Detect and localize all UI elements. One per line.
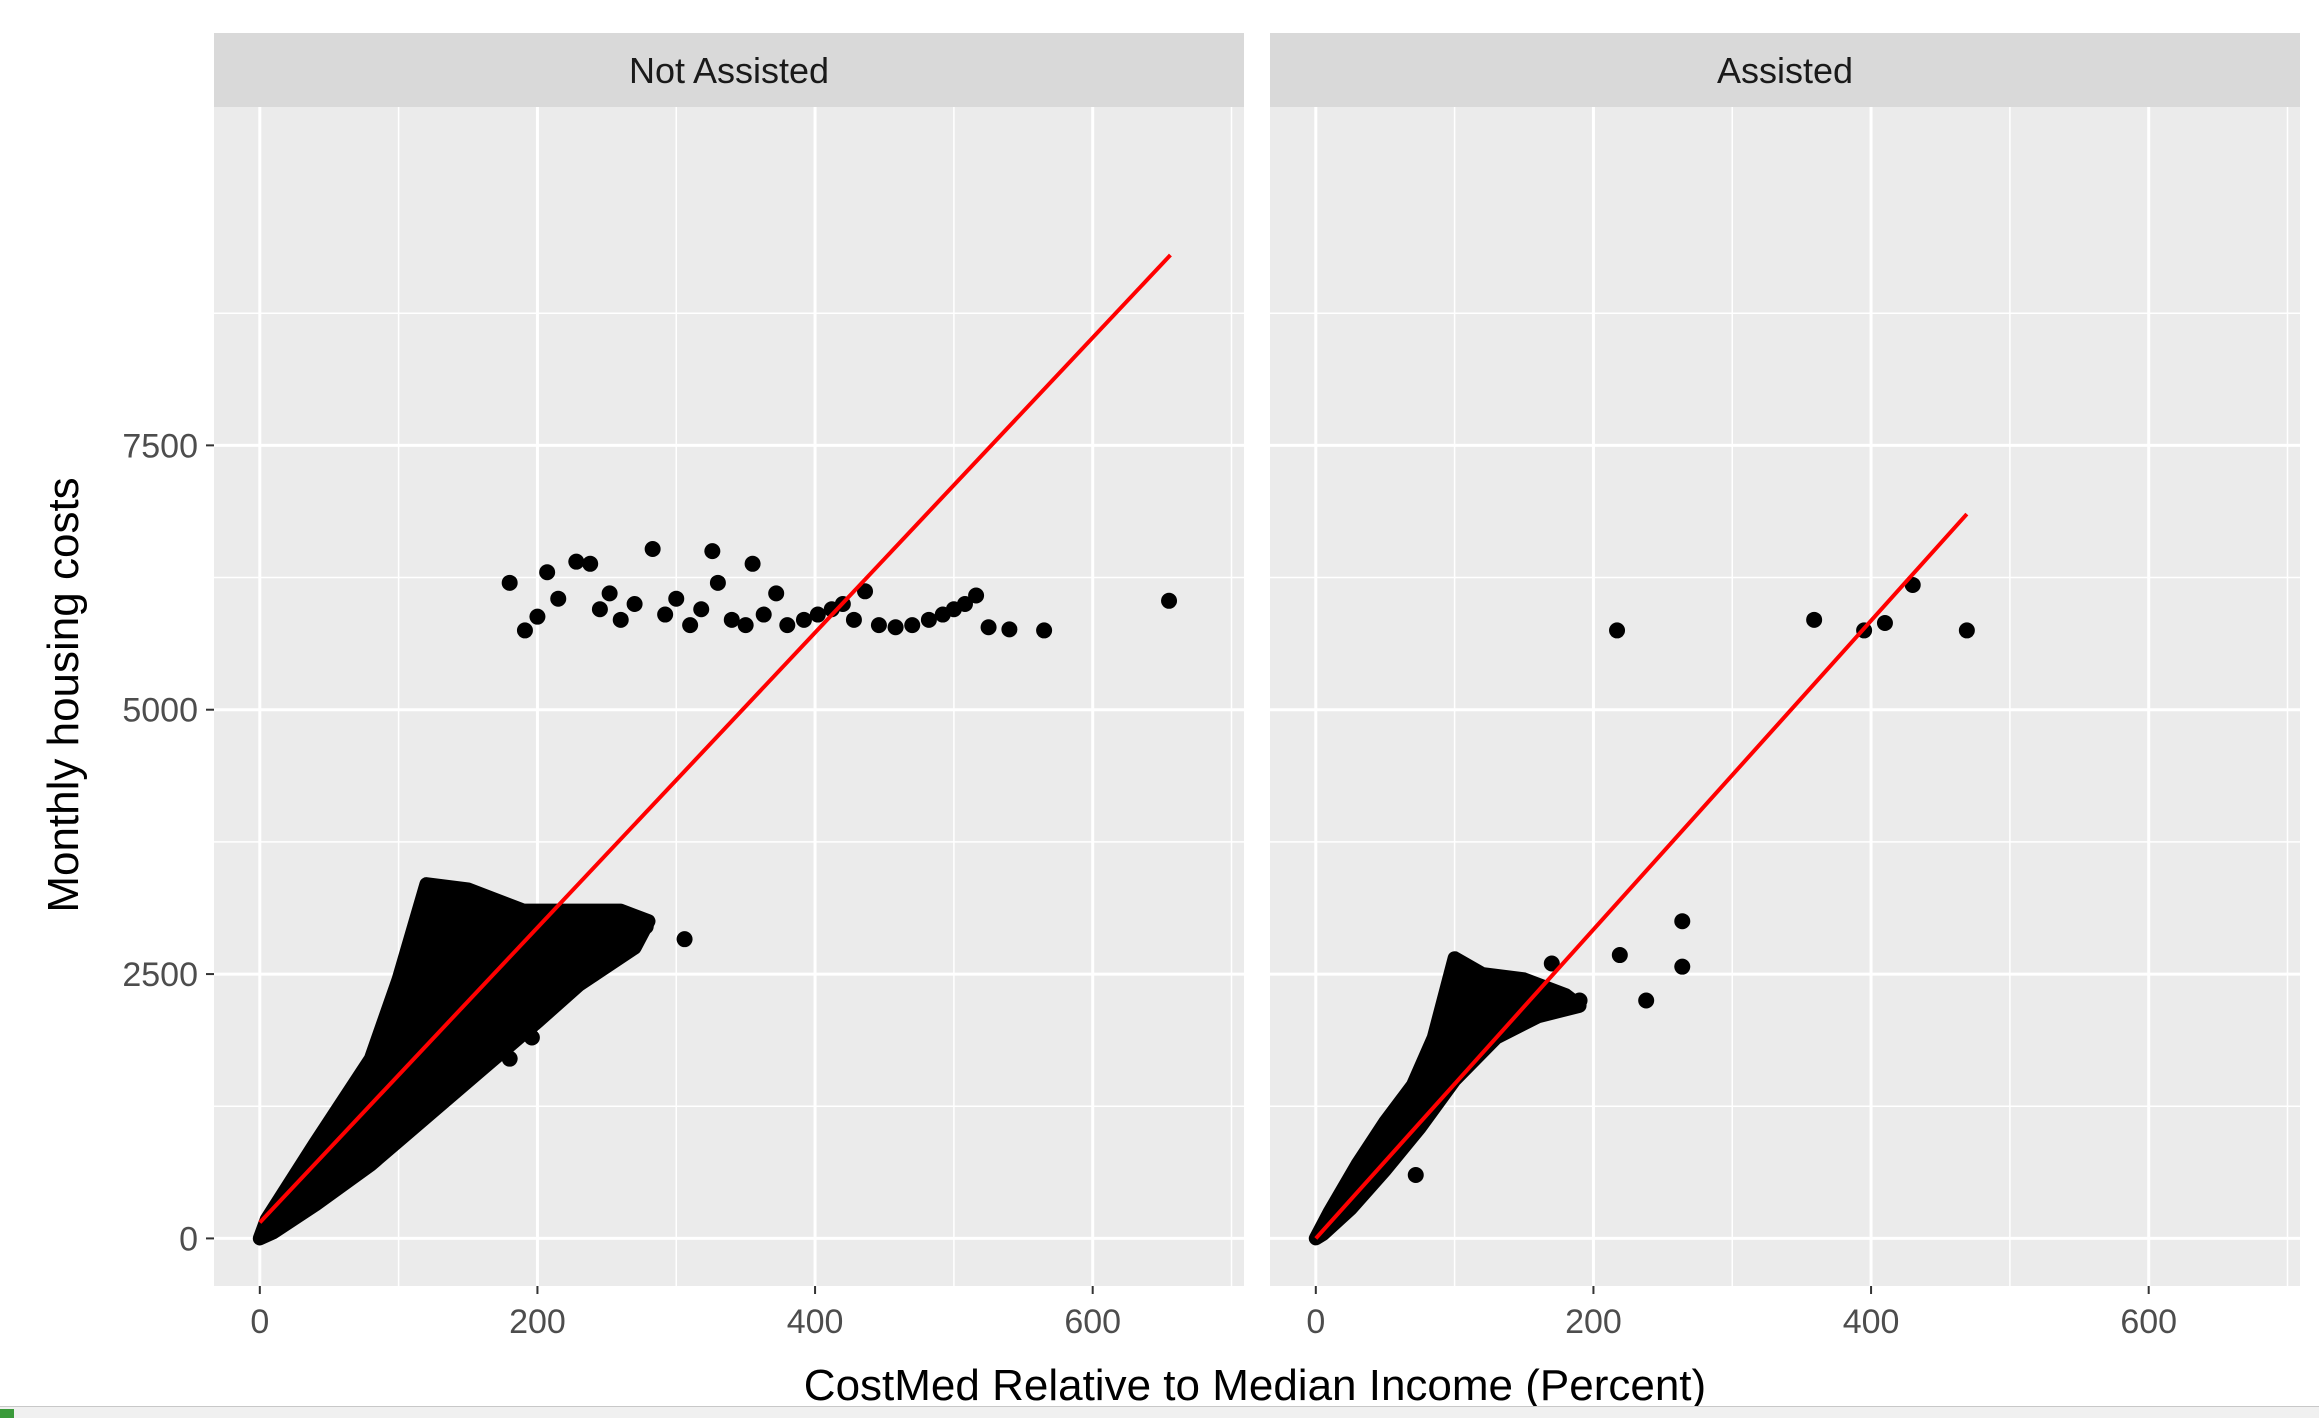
x-tick-label: 200 — [1565, 1303, 1622, 1341]
data-point — [626, 595, 643, 612]
data-point — [1674, 913, 1691, 930]
data-point — [501, 1050, 518, 1067]
data-point — [723, 611, 740, 628]
y-tick-label: 7500 — [122, 427, 198, 465]
regression-line — [258, 253, 1172, 1224]
data-point — [676, 931, 693, 948]
status-bar — [0, 1406, 2319, 1418]
data-point — [529, 608, 546, 625]
panel-grid — [214, 107, 1244, 1286]
data-point — [956, 595, 973, 612]
data-point — [1638, 992, 1655, 1009]
data-point — [1543, 955, 1560, 972]
data-point — [887, 619, 904, 636]
x-tick-label: 400 — [787, 1303, 844, 1341]
data-point — [568, 553, 585, 570]
data-point — [980, 619, 997, 636]
data-point — [612, 934, 629, 951]
y-axis-ticks: 0 2500 5000 7500 — [122, 427, 214, 1258]
data-point — [550, 590, 567, 607]
x-axis-ticks: 0 200 400 600 0 200 400 600 — [250, 1286, 2177, 1341]
data-point — [637, 918, 654, 935]
panel-grid — [1270, 107, 2300, 1286]
data-point — [591, 601, 608, 618]
data-point — [768, 585, 785, 602]
data-point — [539, 564, 556, 581]
data-point — [1611, 947, 1628, 964]
data-point — [1876, 615, 1893, 632]
facet-strip-label: Not Assisted — [629, 50, 829, 91]
dense-point-cloud — [1308, 951, 1587, 1246]
data-point — [809, 606, 826, 623]
x-axis-title: CostMed Relative to Median Income (Perce… — [804, 1361, 1706, 1406]
x-tick-label: 0 — [250, 1303, 269, 1341]
data-point — [920, 611, 937, 628]
y-tick-label: 2500 — [122, 956, 198, 994]
sheet-icon — [0, 1409, 14, 1418]
data-point — [582, 555, 599, 572]
facet-strip-label: Assisted — [1717, 50, 1853, 91]
data-point — [1609, 622, 1626, 639]
data-point — [1001, 621, 1018, 638]
data-point — [612, 611, 629, 628]
data-point — [857, 583, 874, 600]
facet-panel-0: Not Assisted — [214, 33, 1244, 1286]
data-point — [682, 617, 699, 634]
data-point — [1407, 1166, 1424, 1183]
facet-strip — [214, 33, 1244, 107]
y-tick-label: 0 — [179, 1220, 198, 1258]
data-point — [737, 617, 754, 634]
data-point — [501, 574, 518, 591]
data-point — [968, 587, 985, 604]
data-point — [1036, 622, 1053, 639]
data-point — [1958, 622, 1975, 639]
x-tick-label: 200 — [509, 1303, 566, 1341]
data-point — [584, 966, 601, 983]
facet-panel-1: Assisted — [1270, 33, 2300, 1286]
data-point — [1571, 992, 1588, 1009]
data-point — [1674, 958, 1691, 975]
data-point — [870, 617, 887, 634]
panels-layer: Not Assisted Assisted — [214, 33, 2300, 1286]
data-point — [709, 574, 726, 591]
data-point — [516, 622, 533, 639]
data-point — [1806, 611, 1823, 628]
data-point — [779, 617, 796, 634]
data-point — [704, 543, 721, 560]
x-tick-label: 600 — [2120, 1303, 2177, 1341]
data-point — [845, 611, 862, 628]
y-axis-title: Monthly housing costs — [39, 477, 88, 912]
data-point — [601, 585, 618, 602]
x-tick-label: 600 — [1064, 1303, 1121, 1341]
regression-line — [1314, 512, 1969, 1240]
facet-strip — [1270, 33, 2300, 107]
x-tick-label: 0 — [1306, 1303, 1325, 1341]
data-point — [523, 1029, 540, 1046]
y-tick-label: 5000 — [122, 692, 198, 730]
data-point — [904, 617, 921, 634]
data-point — [795, 611, 812, 628]
data-point — [668, 590, 685, 607]
data-point — [644, 540, 661, 557]
data-point — [657, 606, 674, 623]
data-point — [744, 555, 761, 572]
data-point — [755, 606, 772, 623]
data-point — [1161, 592, 1178, 609]
data-point — [693, 601, 710, 618]
x-tick-label: 400 — [1843, 1303, 1900, 1341]
